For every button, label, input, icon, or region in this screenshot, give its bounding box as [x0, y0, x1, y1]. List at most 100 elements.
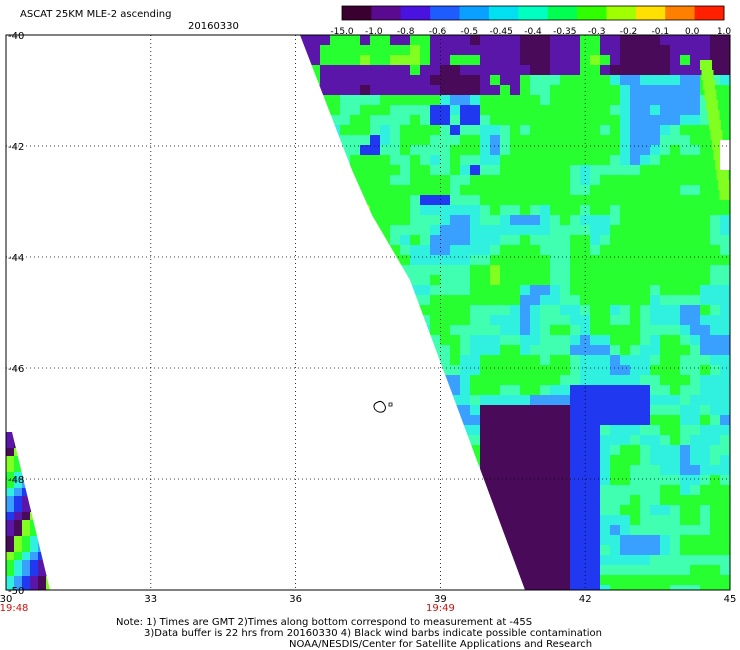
swath-cell	[340, 45, 350, 55]
swath-cell	[710, 395, 720, 405]
swath-cell	[550, 365, 560, 375]
swath-cell	[380, 195, 390, 205]
swath-cell	[380, 505, 390, 515]
swath-cell	[410, 315, 420, 325]
swath-cell	[500, 435, 510, 445]
left-swath-cell	[46, 496, 50, 504]
left-swath-cell	[38, 568, 46, 576]
swath-cell	[420, 405, 430, 415]
swath-cell	[400, 215, 410, 225]
swath-cell	[400, 325, 410, 335]
swath-cell	[630, 125, 640, 135]
swath-cell	[350, 35, 360, 45]
swath-cell	[300, 115, 310, 125]
swath-cell	[350, 535, 360, 545]
left-swath-cell	[6, 440, 14, 448]
swath-cell	[450, 45, 460, 55]
swath-cell	[660, 555, 670, 565]
swath-cell	[510, 105, 520, 115]
swath-cell	[490, 525, 500, 535]
swath-cell	[690, 575, 700, 585]
swath-cell	[300, 105, 310, 115]
swath-cell	[410, 575, 420, 585]
swath-cell	[430, 205, 440, 215]
swath-cell	[610, 415, 620, 425]
swath-cell	[450, 575, 460, 585]
swath-cell	[370, 55, 380, 65]
swath-cell	[690, 515, 700, 525]
swath-cell	[320, 125, 330, 135]
swath-cell	[520, 205, 530, 215]
swath-cell	[470, 255, 480, 265]
swath-cell	[460, 55, 470, 65]
swath-cell	[660, 65, 670, 75]
swath-cell	[510, 145, 520, 155]
swath-cell	[400, 105, 410, 115]
longitude-label: 30	[0, 594, 12, 605]
colorbar-segment	[430, 6, 461, 20]
swath-cell	[510, 275, 520, 285]
swath-cell	[360, 455, 370, 465]
swath-cell	[390, 455, 400, 465]
swath-cell	[460, 385, 470, 395]
swath-cell	[500, 465, 510, 475]
swath-cell	[390, 425, 400, 435]
swath-cell	[570, 465, 580, 475]
swath-cell	[410, 495, 420, 505]
swath-cell	[440, 375, 450, 385]
swath-cell	[550, 175, 560, 185]
swath-cell	[300, 315, 310, 325]
swath-cell	[410, 255, 420, 265]
swath-cell	[680, 335, 690, 345]
swath-cell	[440, 35, 450, 45]
swath-cell	[480, 295, 490, 305]
swath-cell	[480, 145, 490, 155]
colorbar-tick-label: -15.0	[330, 27, 354, 37]
swath-cell	[530, 355, 540, 365]
swath-edge-cell	[701, 70, 714, 80]
swath-cell	[510, 355, 520, 365]
swath-cell	[470, 195, 480, 205]
swath-cell	[490, 195, 500, 205]
swath-cell	[350, 215, 360, 225]
swath-cell	[640, 55, 650, 65]
swath-cell	[440, 305, 450, 315]
swath-cell	[410, 85, 420, 95]
swath-cell	[480, 465, 490, 475]
swath-cell	[460, 325, 470, 335]
swath-cell	[420, 275, 430, 285]
swath-cell	[540, 485, 550, 495]
swath-cell	[710, 35, 720, 45]
swath-cell	[410, 285, 420, 295]
swath-cell	[500, 95, 510, 105]
swath-cell	[480, 405, 490, 415]
swath-cell	[300, 265, 310, 275]
swath-cell	[460, 415, 470, 425]
swath-cell	[570, 505, 580, 515]
swath-cell	[640, 315, 650, 325]
swath-cell	[300, 385, 310, 395]
swath-cell	[680, 545, 690, 555]
swath-cell	[710, 385, 720, 395]
left-swath-cell	[38, 552, 46, 560]
swath-cell	[430, 475, 440, 485]
swath-cell	[670, 445, 680, 455]
swath-cell	[600, 505, 610, 515]
swath-cell	[360, 145, 370, 155]
swath-cell	[490, 455, 500, 465]
swath-cell	[650, 405, 660, 415]
swath-cell	[440, 55, 450, 65]
swath-cell	[400, 225, 410, 235]
swath-cell	[370, 85, 380, 95]
swath-cell	[470, 495, 480, 505]
swath-cell	[460, 195, 470, 205]
swath-cell	[420, 445, 430, 455]
swath-cell	[350, 345, 360, 355]
swath-cell	[590, 65, 600, 75]
longitude-label: 42	[579, 594, 592, 605]
swath-cell	[350, 155, 360, 165]
swath-cell	[480, 485, 490, 495]
swath-cell	[440, 405, 450, 415]
swath-cell	[720, 105, 730, 115]
swath-cell	[400, 465, 410, 475]
